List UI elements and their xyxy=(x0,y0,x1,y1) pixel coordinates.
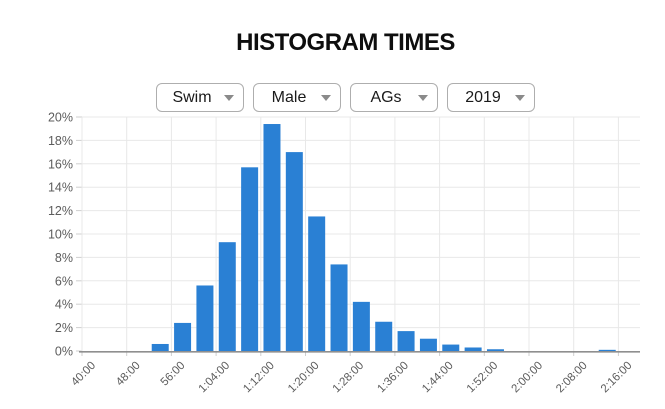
y-tick-label: 2% xyxy=(55,321,73,335)
year-dropdown-value: 2019 xyxy=(465,88,501,106)
x-tick-label: 1:52:00 xyxy=(465,360,501,396)
histogram-bar xyxy=(330,264,348,351)
chevron-down-icon xyxy=(321,94,331,101)
histogram-bar xyxy=(151,343,169,351)
histogram-bar xyxy=(486,349,504,351)
y-tick-label: 18% xyxy=(48,134,73,148)
year-dropdown[interactable]: 2019 xyxy=(447,83,535,112)
x-tick-label: 1:20:00 xyxy=(286,360,322,396)
histogram-bar xyxy=(442,344,460,351)
x-tick-label: 1:12:00 xyxy=(241,360,277,396)
y-tick-label: 20% xyxy=(48,111,73,125)
y-tick-label: 14% xyxy=(48,181,73,195)
page-title: HISTOGRAM TIMES xyxy=(236,29,455,56)
histogram-bar xyxy=(397,331,415,351)
y-tick-label: 12% xyxy=(48,204,73,218)
gender-dropdown[interactable]: Male xyxy=(253,83,341,112)
histogram-bar xyxy=(464,347,482,351)
gender-dropdown-value: Male xyxy=(271,88,307,106)
chevron-down-icon xyxy=(418,94,428,101)
histogram-bar xyxy=(263,124,281,352)
histogram-bar xyxy=(419,338,437,351)
histogram-bar xyxy=(308,216,326,351)
y-tick-label: 6% xyxy=(55,274,73,288)
histogram-bar xyxy=(285,152,303,351)
x-tick-label: 56:00 xyxy=(159,360,188,389)
histogram-bar xyxy=(196,285,214,351)
x-tick-label: 1:04:00 xyxy=(197,360,233,396)
x-tick-label: 40:00 xyxy=(69,360,98,389)
y-tick-label: 16% xyxy=(48,157,73,171)
y-tick-label: 0% xyxy=(55,345,73,359)
chevron-down-icon xyxy=(224,94,234,101)
histogram-bar xyxy=(241,167,259,351)
y-tick-label: 10% xyxy=(48,228,73,242)
histogram-bar xyxy=(375,321,393,351)
histogram-bar xyxy=(598,349,616,351)
x-tick-label: 2:16:00 xyxy=(599,360,635,396)
histogram-bar xyxy=(218,242,236,351)
x-tick-label: 1:36:00 xyxy=(375,360,411,396)
x-tick-label: 1:28:00 xyxy=(331,360,367,396)
sport-dropdown[interactable]: Swim xyxy=(156,83,244,112)
x-tick-label: 1:44:00 xyxy=(420,360,456,396)
category-dropdown-value: AGs xyxy=(370,88,402,106)
filter-controls: Swim Male AGs 2019 xyxy=(13,83,665,112)
histogram-bar xyxy=(352,301,370,351)
x-tick-label: 2:08:00 xyxy=(554,360,590,396)
x-tick-label: 48:00 xyxy=(114,360,143,389)
y-tick-label: 8% xyxy=(55,251,73,265)
sport-dropdown-value: Swim xyxy=(172,88,212,106)
chevron-down-icon xyxy=(515,94,525,101)
category-dropdown[interactable]: AGs xyxy=(350,83,438,112)
y-tick-label: 4% xyxy=(55,298,73,312)
histogram-bar xyxy=(174,322,192,351)
x-tick-label: 2:00:00 xyxy=(510,360,546,396)
